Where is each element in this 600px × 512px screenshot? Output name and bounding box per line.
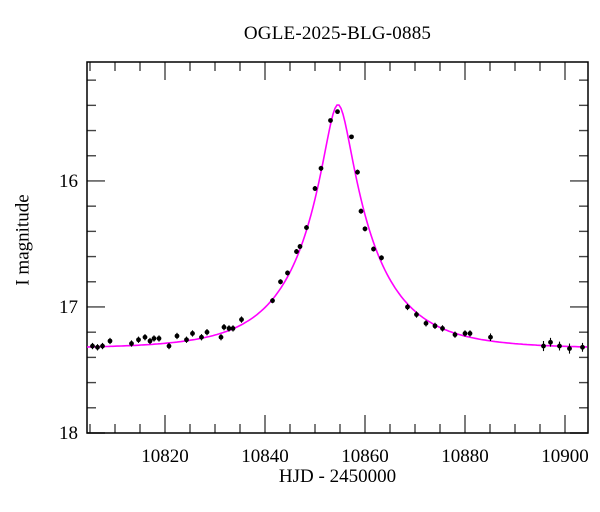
data-point xyxy=(218,334,224,340)
data-point xyxy=(107,338,113,344)
data-point xyxy=(270,298,275,304)
data-point xyxy=(278,279,283,285)
data-point xyxy=(452,332,458,338)
data-point xyxy=(147,338,153,344)
data-point xyxy=(580,344,585,350)
data-point xyxy=(462,331,468,336)
model-curve xyxy=(86,104,587,348)
data-point xyxy=(190,331,195,336)
x-tick-label: 10860 xyxy=(341,446,389,467)
data-point xyxy=(100,343,105,349)
data-point xyxy=(221,324,227,330)
data-point xyxy=(129,341,134,346)
data-point xyxy=(285,270,290,276)
y-tick-label: 16 xyxy=(59,171,78,192)
data-point xyxy=(349,134,354,140)
data-point xyxy=(297,244,303,249)
x-tick-label: 10840 xyxy=(241,446,289,467)
data-point xyxy=(230,326,236,331)
data-point xyxy=(304,225,309,230)
data-point xyxy=(557,343,562,349)
data-point xyxy=(414,312,419,317)
data-point xyxy=(226,326,232,331)
y-tick-label: 17 xyxy=(59,297,78,318)
x-tick-label: 10880 xyxy=(441,446,489,467)
data-point xyxy=(318,165,324,171)
data-point xyxy=(239,317,244,322)
data-point xyxy=(405,304,410,310)
plot-frame xyxy=(86,61,589,434)
data-point xyxy=(467,331,473,336)
data-point xyxy=(199,334,204,340)
data-point xyxy=(548,339,553,345)
data-point xyxy=(355,169,360,175)
x-tick-label: 10820 xyxy=(141,446,189,467)
data-point xyxy=(136,337,141,343)
data-point xyxy=(204,329,210,335)
data-point xyxy=(488,334,493,340)
data-point xyxy=(541,343,546,349)
data-point xyxy=(174,333,180,339)
x-tick-label: 10900 xyxy=(541,446,589,467)
data-point xyxy=(166,343,172,349)
data-point xyxy=(432,323,438,329)
data-point xyxy=(379,255,384,261)
data-point xyxy=(423,320,429,326)
data-point xyxy=(90,343,95,349)
data-point xyxy=(156,336,162,341)
data-point xyxy=(294,249,299,254)
data-point xyxy=(95,344,100,350)
data-point xyxy=(184,337,189,343)
data-point xyxy=(371,246,376,252)
data-point xyxy=(440,326,445,331)
data-point xyxy=(362,226,368,232)
data-point xyxy=(567,346,572,351)
data-point xyxy=(312,186,318,191)
chart-title: OGLE-2025-BLG-0885 xyxy=(243,23,432,44)
y-tick-label: 18 xyxy=(59,423,78,444)
data-point xyxy=(142,334,148,340)
data-point xyxy=(358,208,364,214)
data-point xyxy=(328,118,333,123)
data-point xyxy=(151,336,157,341)
x-axis-label: HJD - 2450000 xyxy=(278,466,397,487)
data-point xyxy=(335,109,340,115)
